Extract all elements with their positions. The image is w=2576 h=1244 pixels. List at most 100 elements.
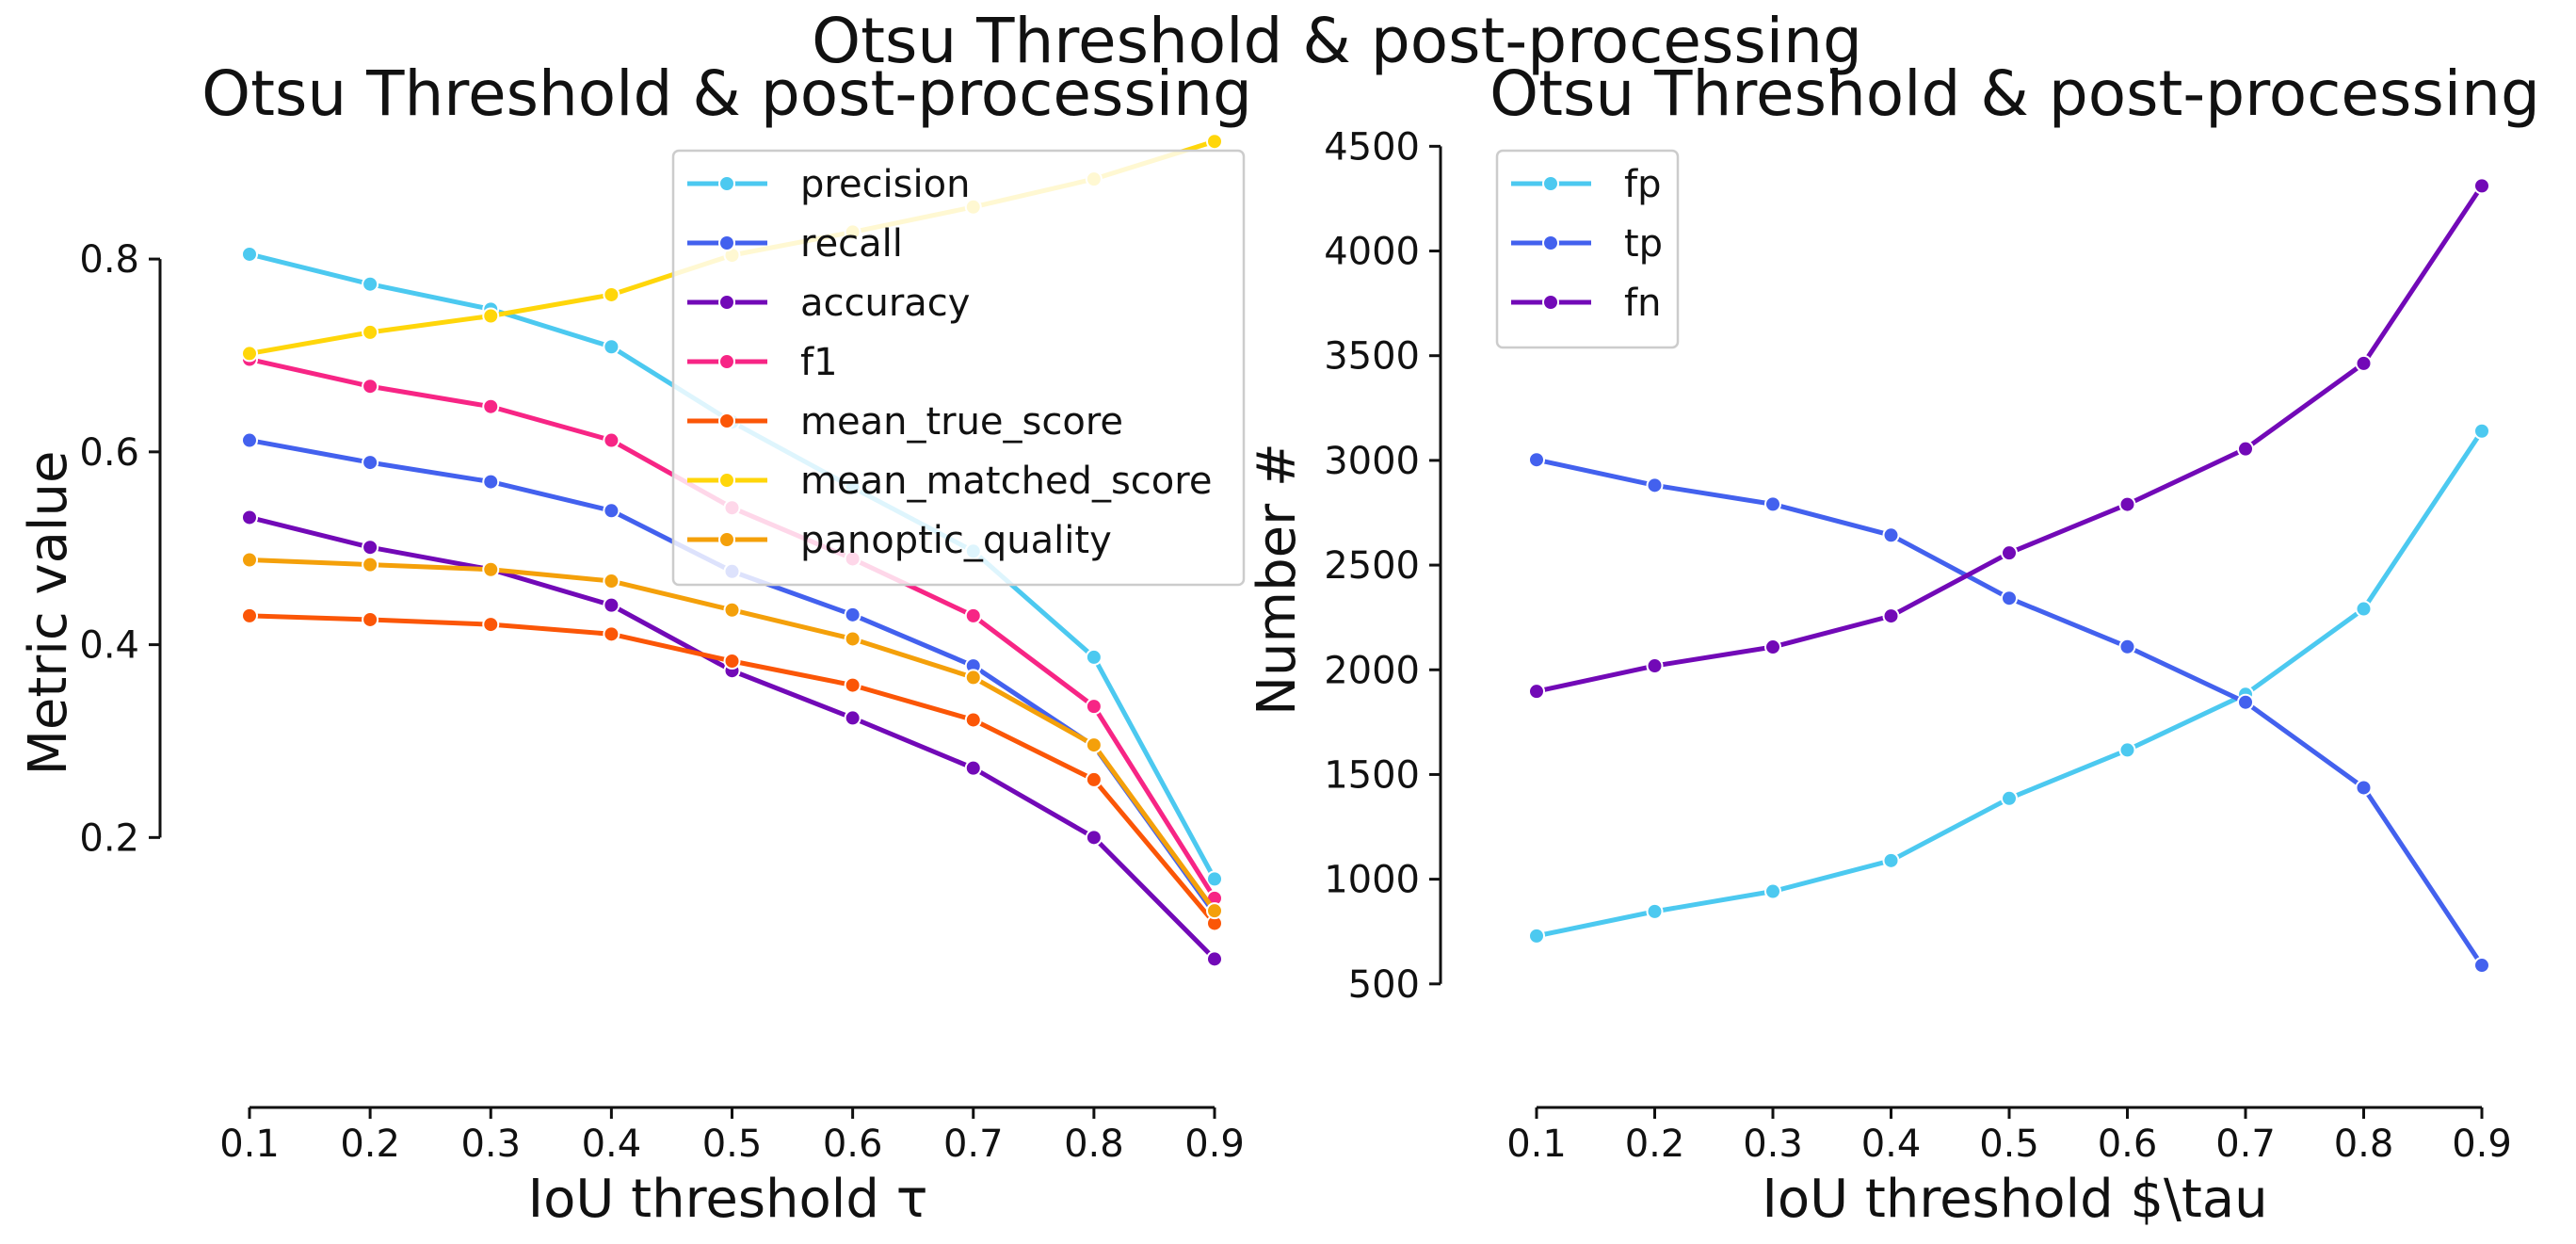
right-axes: Otsu Threshold & post-processing Number … [1247,57,2540,1230]
data-point-fp [1764,882,1781,900]
data-point-panoptic_quality [844,630,861,648]
right-y-tick-label: 1500 [1324,753,1420,797]
legend-label-mean_matched_score: mean_matched_score [800,460,1212,503]
data-point-fn [1646,657,1664,675]
series-tp [1528,451,2490,975]
legend-label-fn: fn [1624,282,1661,325]
legend-label-mean_true_score: mean_true_score [800,400,1123,444]
left-x-tick-label: 0.2 [340,1123,400,1166]
right-y-axis-label: Number # [1247,443,1308,716]
data-point-panoptic_quality [723,601,741,619]
legend-item-fn: fn [1511,282,1661,325]
data-point-mean_true_score [482,616,500,634]
right-y-tick-label: 500 [1348,963,1420,1007]
legend-label-accuracy: accuracy [800,282,970,325]
series-fn [1528,177,2490,701]
left-x-tick-label: 0.4 [582,1123,642,1166]
data-point-recall [844,606,861,623]
legend-marker-recall [718,234,735,251]
right-y-tick-label: 2000 [1324,649,1420,692]
data-point-accuracy [603,596,620,614]
data-point-tp [1646,477,1664,494]
right-y-axis: 500 1000 1500 2000 2500 3000 3500 4000 4500 [1324,125,1442,1007]
right-y-tick-label: 3500 [1324,335,1420,379]
left-x-tick-label: 0.8 [1064,1123,1124,1166]
left-legend: precision recall accuracy f1 mean_true_score… [671,149,1246,587]
data-point-fn [2473,177,2490,195]
legend-marker-fp [1542,175,1559,192]
legend-marker-mean_true_score [718,412,735,429]
right-x-tick-label: 0.6 [2098,1123,2158,1166]
data-point-recall [603,502,620,520]
left-x-axis-label: IoU threshold τ [528,1169,928,1230]
data-point-fn [1882,607,1900,625]
data-point-mean_true_score [362,610,379,628]
data-point-tp [2001,590,2018,607]
series-fp [1528,422,2490,945]
legend-marker-panoptic_quality [718,531,735,548]
data-point-accuracy [844,709,861,727]
data-point-recall [482,473,500,491]
right-x-tick-label: 0.4 [1861,1123,1922,1166]
right-x-axis-label: IoU threshold $\tau [1762,1169,2267,1230]
legend-item-mean_matched_score: mean_matched_score [687,460,1212,503]
data-point-panoptic_quality [241,551,258,569]
data-point-precision [1206,870,1223,888]
data-point-fn [2118,495,2136,513]
right-x-tick-label: 0.2 [1625,1123,1685,1166]
right-x-tick-label: 0.9 [2452,1123,2512,1166]
legend-marker-precision [718,175,735,192]
legend-item-accuracy: accuracy [687,282,970,325]
legend-item-fp: fp [1511,163,1661,206]
left-x-tick-label: 0.5 [702,1123,763,1166]
left-y-tick-label: 0.6 [79,431,139,475]
data-point-mean_true_score [964,711,982,729]
left-y-tick-label: 0.8 [79,238,139,282]
data-point-panoptic_quality [1085,736,1103,754]
legend-item-f1: f1 [687,341,838,384]
series-line-tp [1536,457,2485,967]
data-point-fp [1882,851,1900,869]
right-x-axis: 0.1 0.2 0.3 0.4 0.5 0.6 0.7 0.8 0.9 [1506,1106,2512,1166]
data-point-fp [2473,422,2490,440]
legend-label-fp: fp [1624,163,1661,206]
right-y-tick-label: 3000 [1324,440,1420,483]
data-point-accuracy [964,759,982,777]
data-point-mean_true_score [241,606,258,624]
data-point-f1 [964,606,982,624]
right-y-tick-label: 2500 [1324,544,1420,588]
legend-item-mean_true_score: mean_true_score [687,400,1123,444]
data-point-accuracy [241,509,258,526]
left-x-tick-label: 0.6 [823,1123,883,1166]
left-y-axis: 0.2 0.4 0.6 0.8 [79,238,162,860]
data-point-panoptic_quality [964,669,982,687]
series-line-fp [1536,429,2485,939]
data-point-mean_true_score [723,652,741,670]
data-point-panoptic_quality [482,560,500,578]
data-point-tp [1882,526,1900,544]
legend-marker-fn [1542,294,1559,311]
data-point-recall [362,454,379,472]
data-point-precision [241,245,258,263]
data-point-mean_true_score [1085,770,1103,788]
legend-item-panoptic_quality: panoptic_quality [687,519,1112,562]
series-panoptic_quality [241,551,1223,920]
right-x-tick-label: 0.7 [2215,1123,2276,1166]
data-point-fn [1764,638,1781,656]
data-point-mean_matched_score [241,345,258,363]
data-point-mean_true_score [844,676,861,694]
legend-marker-accuracy [718,294,735,311]
data-point-recall [241,431,258,449]
right-axes-title: Otsu Threshold & post-processing [1489,57,2540,130]
data-point-accuracy [1085,829,1103,847]
data-point-fp [1646,902,1664,920]
data-point-mean_matched_score [1206,133,1223,151]
data-point-fn [2001,544,2018,562]
left-y-axis-label: Metric value [18,451,79,776]
data-point-precision [603,338,620,356]
left-x-tick-label: 0.1 [219,1123,280,1166]
data-point-tp [2237,693,2254,711]
legend-label-recall: recall [800,222,903,266]
data-point-fn [2355,354,2373,372]
left-legend-frame [671,149,1246,587]
